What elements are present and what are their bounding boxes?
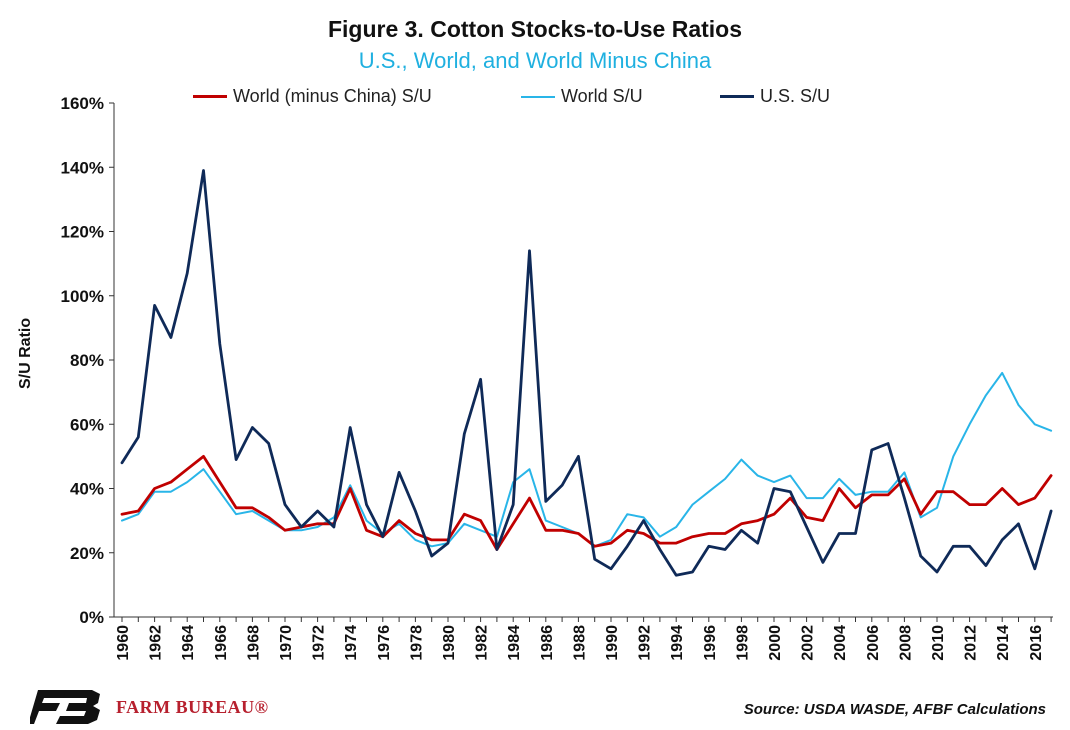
y-tick-label: 100% <box>61 287 104 306</box>
y-tick-label: 160% <box>61 94 104 113</box>
x-tick-label: 1970 <box>278 625 295 661</box>
series-line-world-minus-china-s-u <box>120 454 1053 551</box>
legend-label: World S/U <box>561 86 643 106</box>
y-tick-label: 40% <box>70 480 104 499</box>
x-tick-label: 1984 <box>506 625 523 661</box>
x-tick-label: 2002 <box>800 625 817 661</box>
x-tick-label: 1966 <box>213 625 230 661</box>
x-tick-label: 1998 <box>734 625 751 661</box>
x-tick-label: 1968 <box>245 625 262 661</box>
x-tick-label: 1982 <box>474 625 491 661</box>
legend-item-world: World S/U <box>521 86 643 107</box>
x-tick-label: 1996 <box>702 625 719 661</box>
y-tick-label: 20% <box>70 544 104 563</box>
y-tick-label: 60% <box>70 415 104 434</box>
x-tick-label: 2008 <box>897 625 914 661</box>
x-tick-label: 1960 <box>115 625 132 661</box>
x-tick-label: 2014 <box>995 625 1012 661</box>
x-tick-label: 1986 <box>539 625 556 661</box>
x-tick-label: 1978 <box>408 625 425 661</box>
source-note: Source: USDA WASDE, AFBF Calculations <box>743 701 1046 718</box>
y-tick-label: 0% <box>79 608 104 627</box>
legend-swatch <box>521 95 555 98</box>
legend: World (minus China) S/U World S/U U.S. S… <box>0 86 1070 112</box>
x-tick-label: 2010 <box>930 625 947 661</box>
y-tick-label: 120% <box>61 223 104 242</box>
x-tick-label: 1976 <box>376 625 393 661</box>
x-tick-label: 1962 <box>148 625 165 661</box>
x-tick-label: 2012 <box>963 625 980 661</box>
x-tick-label: 2000 <box>767 625 784 661</box>
series-line-u-s-s-u <box>120 169 1053 577</box>
legend-swatch <box>193 95 227 98</box>
legend-item-world-minus-china: World (minus China) S/U <box>193 86 432 107</box>
x-tick-label: 1994 <box>669 625 686 661</box>
legend-swatch <box>720 95 754 98</box>
farm-bureau-logo-icon <box>30 690 100 724</box>
x-tick-label: 1990 <box>604 625 621 661</box>
legend-item-us: U.S. S/U <box>720 86 830 107</box>
x-tick-label: 1964 <box>180 625 197 661</box>
x-tick-label: 1992 <box>637 625 654 661</box>
y-tick-label: 140% <box>61 158 104 177</box>
x-tick-label: 2006 <box>865 625 882 661</box>
x-tick-label: 1974 <box>343 625 360 661</box>
farm-bureau-logo: FARM BUREAU® <box>30 688 269 726</box>
x-tick-label: 2004 <box>832 625 849 661</box>
chart-title: Figure 3. Cotton Stocks-to-Use Ratios <box>327 16 743 42</box>
farm-bureau-logo-text: FARM BUREAU® <box>116 696 269 717</box>
legend-label: World (minus China) S/U <box>233 86 432 106</box>
x-tick-label: 1980 <box>441 625 458 661</box>
x-tick-label: 2016 <box>1028 625 1045 661</box>
chart-subtitle: U.S., World, and World Minus China <box>358 48 712 73</box>
x-tick-label: 1972 <box>311 625 328 661</box>
legend-label: U.S. S/U <box>760 86 831 106</box>
y-tick-label: 80% <box>70 351 104 370</box>
x-tick-label: 1988 <box>571 625 588 661</box>
